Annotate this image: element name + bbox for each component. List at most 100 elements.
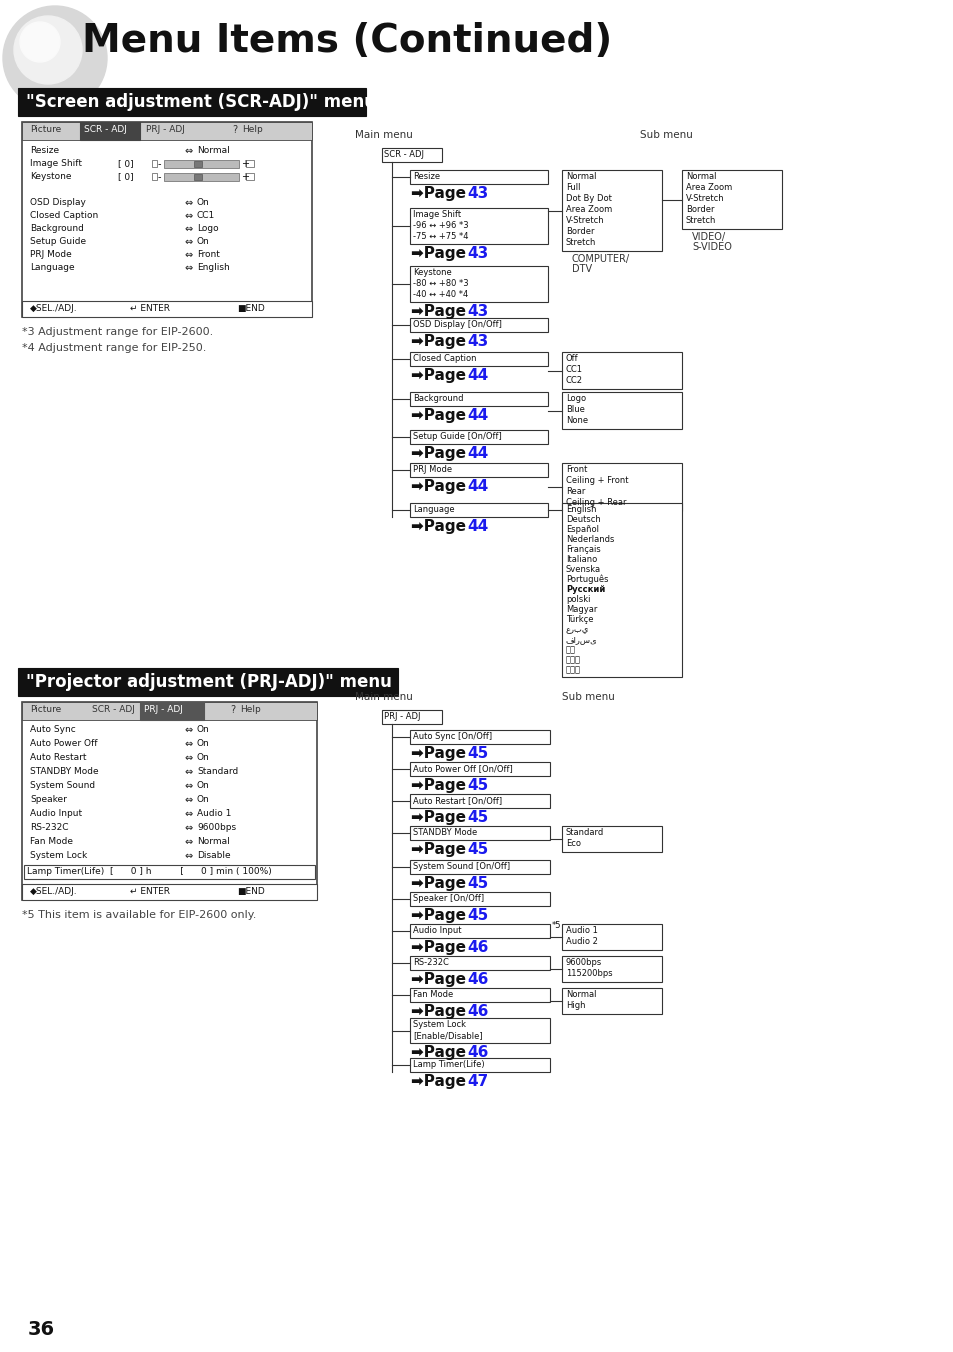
- Text: Blue: Blue: [565, 406, 584, 414]
- Text: Image Shift: Image Shift: [30, 160, 82, 168]
- Bar: [561, 923, 661, 950]
- Text: 44: 44: [467, 368, 488, 383]
- Text: STANDBY Mode: STANDBY Mode: [30, 767, 98, 776]
- Bar: [410, 352, 547, 366]
- Text: 日本語: 日本語: [565, 665, 580, 675]
- Text: On: On: [196, 795, 210, 804]
- Text: Sub menu: Sub menu: [561, 692, 615, 702]
- Text: -80 ↔ +80 *3: -80 ↔ +80 *3: [413, 279, 468, 288]
- Text: ⇔: ⇔: [185, 197, 193, 208]
- Text: 9600bps: 9600bps: [196, 823, 236, 831]
- Bar: [561, 352, 681, 389]
- Text: [Enable/Disable]: [Enable/Disable]: [413, 1032, 482, 1040]
- Text: Normal: Normal: [565, 990, 596, 999]
- Text: 45: 45: [467, 777, 488, 794]
- Text: ➡Page: ➡Page: [411, 368, 471, 383]
- Text: OSD Display: OSD Display: [30, 197, 86, 207]
- Text: "Screen adjustment (SCR-ADJ)" menu: "Screen adjustment (SCR-ADJ)" menu: [26, 93, 375, 111]
- Text: ➡Page: ➡Page: [411, 842, 471, 857]
- Text: Türkçe: Türkçe: [565, 615, 593, 625]
- Text: Svenska: Svenska: [565, 565, 600, 575]
- Text: Normal: Normal: [196, 837, 230, 846]
- Bar: [410, 794, 550, 808]
- Text: +: +: [241, 160, 249, 169]
- Text: Stretch: Stretch: [565, 238, 596, 247]
- Text: CC1: CC1: [565, 365, 582, 375]
- Text: Background: Background: [30, 224, 84, 233]
- Bar: [22, 122, 312, 141]
- Bar: [561, 956, 661, 982]
- Text: ■END: ■END: [236, 304, 265, 314]
- Text: ➡Page: ➡Page: [411, 746, 471, 761]
- Text: Logo: Logo: [565, 393, 585, 403]
- Text: System Lock: System Lock: [30, 850, 87, 860]
- Bar: [246, 160, 253, 168]
- Text: "Projector adjustment (PRJ-ADJ)" menu: "Projector adjustment (PRJ-ADJ)" menu: [26, 673, 392, 691]
- Bar: [22, 702, 316, 721]
- Text: 43: 43: [467, 334, 488, 349]
- Text: English: English: [196, 264, 230, 272]
- Text: Nederlands: Nederlands: [565, 535, 614, 544]
- Text: SCR - ADJ: SCR - ADJ: [91, 704, 134, 714]
- Text: 9600bps: 9600bps: [565, 959, 601, 967]
- Bar: [410, 266, 547, 301]
- Text: 46: 46: [467, 1045, 488, 1060]
- Text: Border: Border: [565, 227, 594, 237]
- Text: ➡Page: ➡Page: [411, 1005, 471, 1019]
- Text: Auto Sync [On/Off]: Auto Sync [On/Off]: [413, 731, 492, 741]
- Bar: [410, 860, 550, 873]
- Text: Setup Guide: Setup Guide: [30, 237, 86, 246]
- Text: Speaker [On/Off]: Speaker [On/Off]: [413, 894, 483, 903]
- Text: ⇔: ⇔: [185, 753, 193, 763]
- Text: Front: Front: [196, 250, 219, 260]
- Text: Resize: Resize: [30, 146, 59, 155]
- Text: 汉语: 汉语: [565, 645, 576, 654]
- Text: ➡Page: ➡Page: [411, 246, 471, 261]
- Text: ⇔: ⇔: [185, 211, 193, 220]
- Text: Ceiling + Front: Ceiling + Front: [565, 476, 628, 485]
- Text: ➡Page: ➡Page: [411, 940, 471, 955]
- Text: Русский: Русский: [565, 585, 605, 594]
- Text: CC1: CC1: [196, 211, 215, 220]
- Text: *3 Adjustment range for EIP-2600.: *3 Adjustment range for EIP-2600.: [22, 327, 213, 337]
- Text: *4 Adjustment range for EIP-250.: *4 Adjustment range for EIP-250.: [22, 343, 206, 353]
- Bar: [410, 208, 547, 243]
- Text: 45: 45: [467, 842, 488, 857]
- Bar: [410, 170, 547, 184]
- Text: Full: Full: [565, 183, 579, 192]
- Text: 47: 47: [467, 1073, 488, 1088]
- Text: 46: 46: [467, 1005, 488, 1019]
- Text: ⇔: ⇔: [185, 237, 193, 247]
- Bar: [410, 923, 550, 938]
- Text: [ 0]: [ 0]: [118, 160, 133, 168]
- Text: ↵ ENTER: ↵ ENTER: [130, 304, 170, 314]
- Text: On: On: [196, 197, 210, 207]
- Text: 115200bps: 115200bps: [565, 969, 612, 977]
- Bar: [410, 988, 550, 1002]
- Bar: [410, 956, 550, 969]
- Text: [ 0]: [ 0]: [118, 172, 133, 181]
- Bar: [18, 668, 397, 696]
- Text: -: -: [158, 172, 161, 183]
- Text: On: On: [196, 237, 210, 246]
- Text: ➡Page: ➡Page: [411, 876, 471, 891]
- Text: Audio 1: Audio 1: [196, 808, 232, 818]
- Text: polski: polski: [565, 595, 590, 604]
- Text: On: On: [196, 725, 210, 734]
- Text: ➡Page: ➡Page: [411, 304, 471, 319]
- Text: 46: 46: [467, 940, 488, 955]
- Text: Normal: Normal: [565, 172, 596, 181]
- Text: English: English: [565, 506, 596, 514]
- Text: ➡Page: ➡Page: [411, 1045, 471, 1060]
- Text: 45: 45: [467, 909, 488, 923]
- Text: 한국어: 한국어: [565, 654, 580, 664]
- Text: CC2: CC2: [565, 376, 582, 385]
- Text: Audio Input: Audio Input: [413, 926, 461, 936]
- Bar: [681, 170, 781, 228]
- Text: Audio 2: Audio 2: [565, 937, 598, 946]
- Text: V-Stretch: V-Stretch: [565, 216, 604, 224]
- Bar: [410, 503, 547, 516]
- Text: Fan Mode: Fan Mode: [413, 990, 453, 999]
- Text: On: On: [196, 781, 210, 790]
- Bar: [22, 301, 312, 316]
